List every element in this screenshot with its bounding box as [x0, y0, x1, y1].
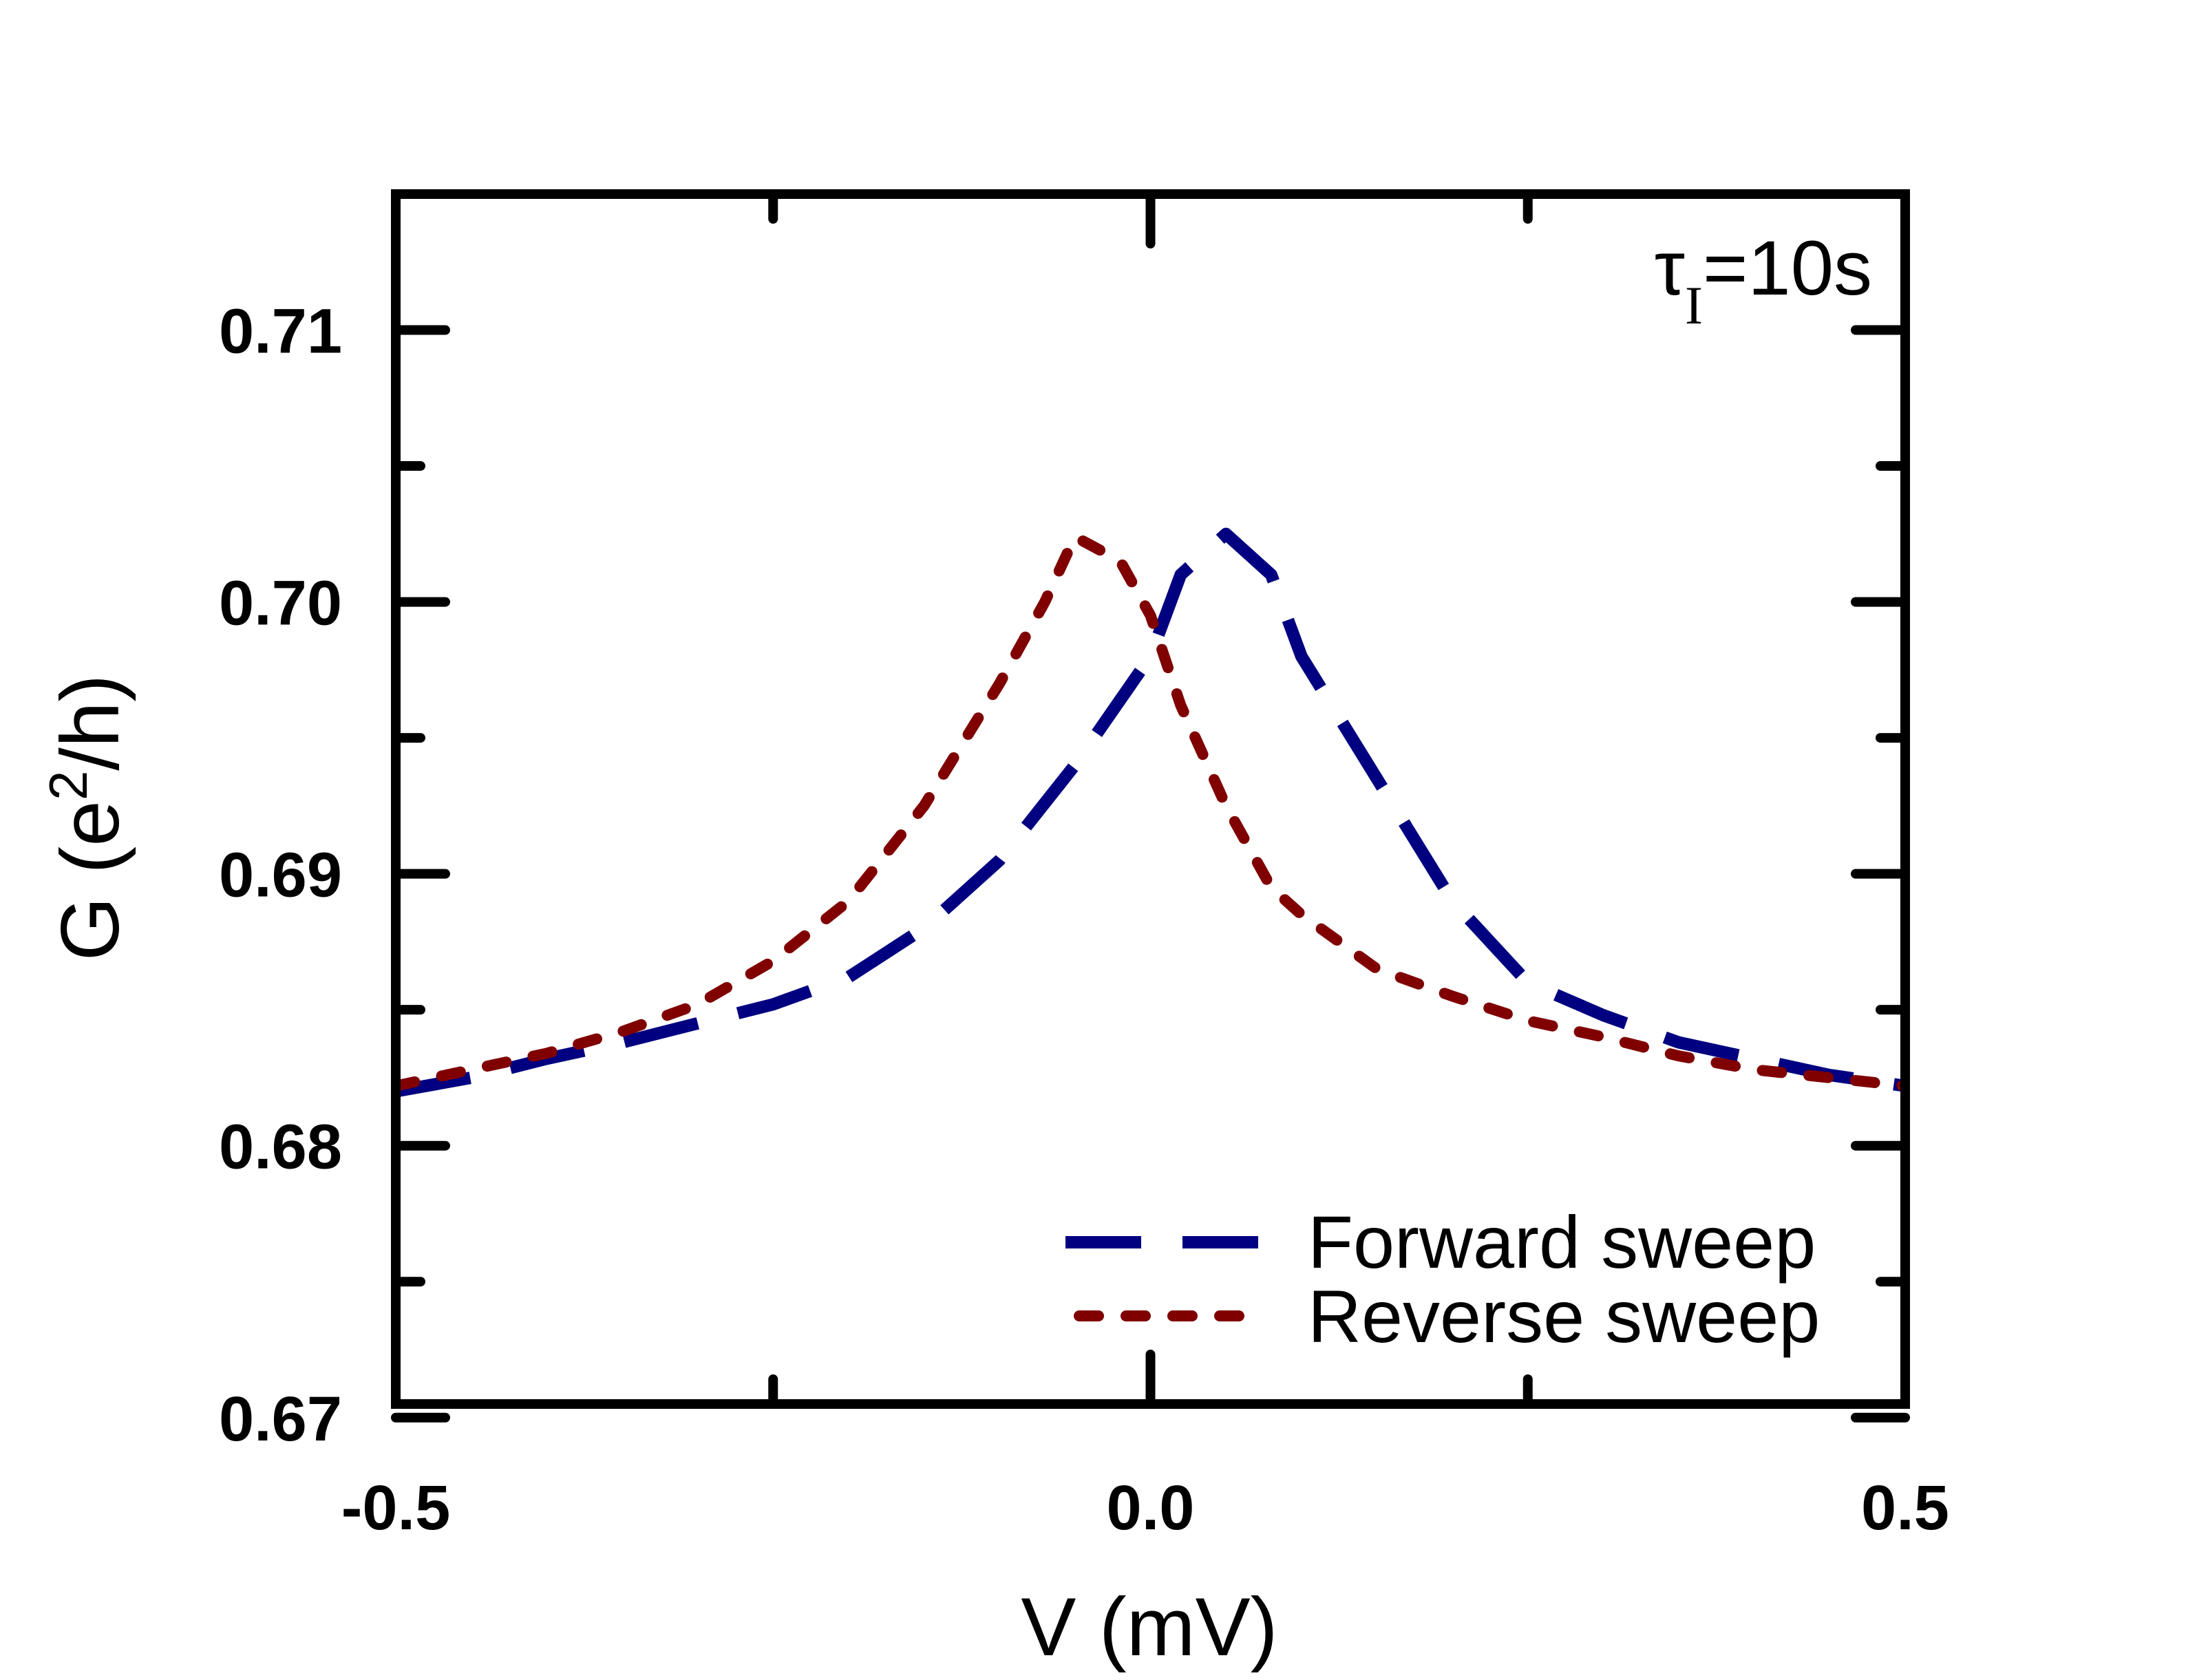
- y-tick-label: 0.67: [219, 1384, 342, 1454]
- tau-symbol: τ: [1655, 225, 1685, 311]
- series-forward-line: [396, 527, 1905, 1098]
- series-reverse-line: [396, 531, 1905, 1092]
- legend-label-reverse: Reverse sweep: [1308, 1275, 1820, 1358]
- y-tick-label: 0.69: [219, 840, 342, 911]
- series-layer: [396, 527, 1905, 1098]
- y-axis-title-base: G (e: [44, 800, 136, 961]
- tau-value: =10s: [1703, 225, 1872, 311]
- y-tick-label: 0.71: [219, 297, 342, 367]
- y-axis-title-sup: 2: [38, 771, 98, 800]
- y-axis-title: G (e2/h): [38, 674, 136, 961]
- x-tick-label: -0.5: [341, 1473, 451, 1543]
- x-tick-label: 0.0: [1107, 1473, 1195, 1543]
- y-axis-title-tail: /h): [44, 674, 136, 771]
- tau-subscript: I: [1685, 275, 1703, 335]
- labels-layer: 0.67 0.68 0.69 0.70 0.71 -0.5 0.0 0.5: [219, 297, 1949, 1543]
- plot-frame: [391, 189, 1910, 1409]
- legend-label-forward: Forward sweep: [1308, 1200, 1816, 1284]
- y-tick-label: 0.70: [219, 568, 342, 639]
- y-tick-label: 0.68: [219, 1112, 342, 1182]
- x-axis-title: V (mV): [1021, 1581, 1277, 1673]
- tau-annotation: τI=10s: [1655, 225, 1872, 335]
- x-tick-label: 0.5: [1861, 1473, 1949, 1543]
- legend: Forward sweep Reverse sweep: [1065, 1200, 1820, 1358]
